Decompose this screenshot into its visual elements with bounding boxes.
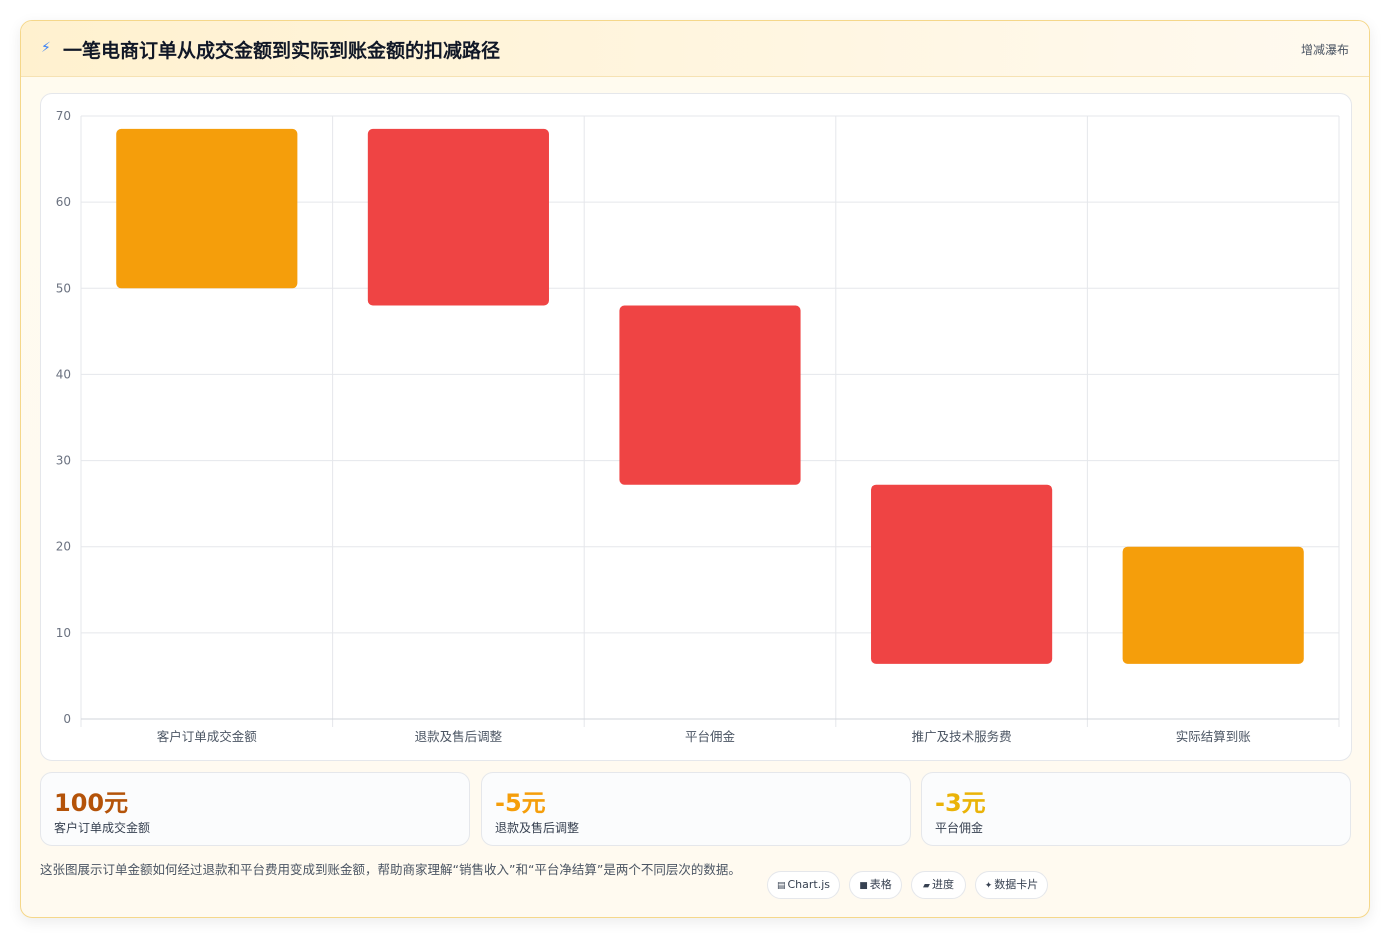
stat-value: 100元 xyxy=(54,789,129,817)
x-tick-label: 推广及技术服务费 xyxy=(912,729,1012,744)
x-tick-label: 平台佣金 xyxy=(685,729,736,744)
lightning-icon: ⚡ xyxy=(41,40,51,56)
chart-icon: ▤ xyxy=(776,881,786,891)
sparkle-icon: ✦ xyxy=(984,881,993,891)
tag-table[interactable]: ■ 表格 xyxy=(849,871,902,899)
x-tick-label: 退款及售后调整 xyxy=(415,729,503,744)
tag-chartjs[interactable]: ▤ Chart.js xyxy=(767,871,840,899)
chart-title: 一笔电商订单从成交金额到实际到账金额的扣减路径 xyxy=(63,40,501,62)
stat-card: -3元 平台佣金 xyxy=(921,772,1351,846)
tag-label: 进度 xyxy=(931,878,954,891)
waterfall-bar xyxy=(1122,546,1304,664)
stat-card: -5元 退款及售后调整 xyxy=(481,772,911,846)
chart-description: 这张图展示订单金额如何经过退款和平台费用变成到账金额，帮助商家理解“销售收入”和… xyxy=(40,862,741,877)
waterfall-bar xyxy=(116,128,298,289)
chart-card: ⚡ 一笔电商订单从成交金额到实际到账金额的扣减路径 增减瀑布 0 10 20 30 40… xyxy=(20,20,1370,918)
tag-label: 数据卡片 xyxy=(994,878,1039,891)
waterfall-bar xyxy=(871,484,1053,664)
y-tick-label: 0 xyxy=(63,712,71,726)
y-tick-label: 40 xyxy=(56,367,71,381)
stat-label: 客户订单成交金额 xyxy=(54,821,151,835)
x-tick-label: 实际结算到账 xyxy=(1176,729,1252,744)
stat-value: -3元 xyxy=(935,789,986,817)
card-header: ⚡ 一笔电商订单从成交金额到实际到账金额的扣减路径 增减瀑布 xyxy=(21,21,1369,77)
y-tick-label: 30 xyxy=(56,454,71,468)
waterfall-bar xyxy=(367,128,549,306)
x-tick-label: 客户订单成交金额 xyxy=(157,729,258,744)
stat-label: 退款及售后调整 xyxy=(495,821,580,835)
tag-progress[interactable]: ▰ 进度 xyxy=(911,871,966,899)
y-tick-label: 20 xyxy=(56,540,71,554)
y-tick-label: 60 xyxy=(56,195,71,209)
progress-icon: ▰ xyxy=(923,881,930,891)
chart-panel: 0 10 20 30 40 50 60 70 客户订单成交金额 退款及售后调整 平台佣金 推广及技术服… xyxy=(40,93,1352,761)
chart-type-label: 增减瀑布 xyxy=(1300,43,1349,57)
stat-label: 平台佣金 xyxy=(935,821,984,835)
y-tick-label: 50 xyxy=(56,281,71,295)
waterfall-chart: 0 10 20 30 40 50 60 70 客户订单成交金额 退款及售后调整 平台佣金 推广及技术服… xyxy=(56,109,1340,744)
stat-value: -5元 xyxy=(495,789,546,817)
stat-cards: 100元 客户订单成交金额 -5元 退款及售后调整 -3元 平台佣金 xyxy=(40,772,1352,846)
waterfall-bar xyxy=(619,305,801,485)
y-tick-label: 10 xyxy=(56,626,71,640)
tag-label: Chart.js xyxy=(787,878,831,891)
tag-label: 表格 xyxy=(869,878,892,891)
table-icon: ■ xyxy=(859,881,868,891)
tag-data-card[interactable]: ✦ 数据卡片 xyxy=(975,871,1048,899)
stat-card: 100元 客户订单成交金额 xyxy=(40,772,470,846)
y-tick-label: 70 xyxy=(56,109,71,123)
